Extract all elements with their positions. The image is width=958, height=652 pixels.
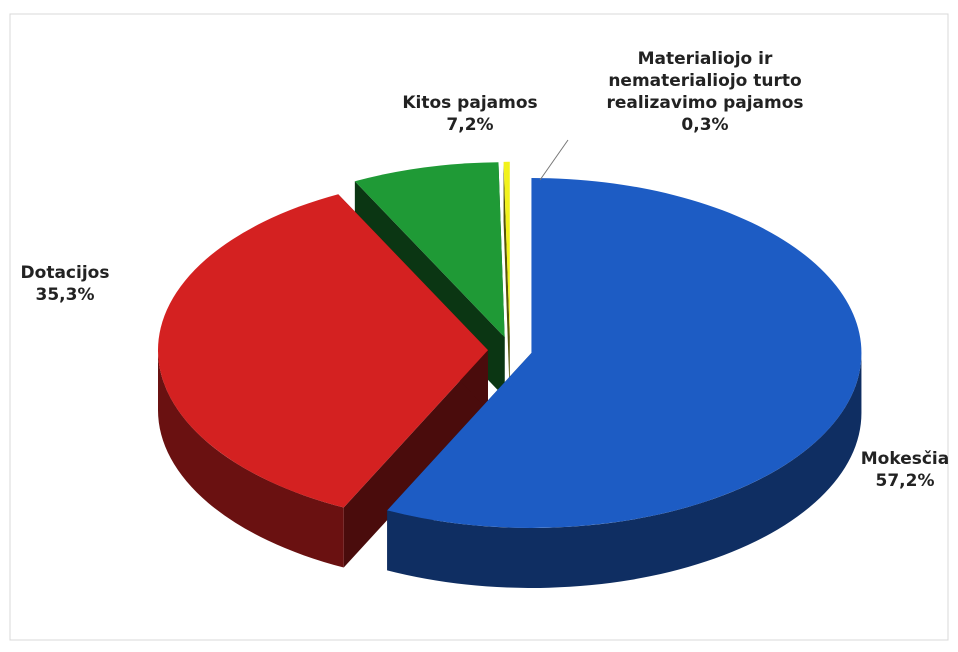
slice [158, 194, 489, 508]
slice-label: Dotacijos 35,3% [5, 262, 125, 306]
slice-label: Materialiojo ir nematerialiojo turto rea… [585, 48, 825, 136]
slice-label: Kitos pajamos 7,2% [380, 92, 560, 136]
value-label: 0,3% [681, 115, 729, 135]
slice-wall [387, 352, 862, 588]
category-label: Kitos pajamos [402, 93, 538, 113]
pie [158, 161, 862, 588]
slice [354, 162, 505, 338]
value-label: 57,2% [875, 471, 935, 491]
value-label: 7,2% [446, 115, 494, 135]
slice [503, 161, 510, 337]
leader-line [539, 139, 569, 181]
slice-side [503, 161, 510, 397]
category-label: Materialiojo ir nematerialiojo turto rea… [606, 49, 804, 113]
slice-label: Mokesčia 57,2% [845, 448, 958, 492]
slice-side [343, 350, 489, 568]
chart-border [9, 13, 949, 641]
category-label: Mokesčia [860, 449, 950, 469]
slice-wall [158, 350, 344, 568]
slice [387, 177, 862, 528]
category-label: Dotacijos [20, 263, 110, 283]
value-label: 35,3% [35, 285, 95, 305]
